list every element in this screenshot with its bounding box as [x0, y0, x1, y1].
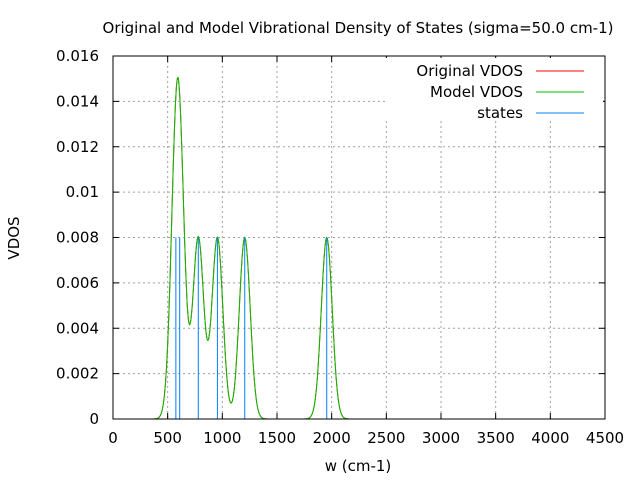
- x-tick-label: 1500: [258, 429, 296, 447]
- x-tick-label: 1000: [203, 429, 241, 447]
- y-tick-label: 0: [89, 410, 99, 428]
- x-tick-label: 2500: [367, 429, 405, 447]
- chart-title: Original and Model Vibrational Density o…: [103, 19, 614, 37]
- legend-label: states: [477, 104, 523, 122]
- y-tick-label: 0.006: [56, 274, 99, 292]
- x-axis-label: w (cm-1): [325, 457, 392, 475]
- y-tick-label: 0.01: [66, 183, 99, 201]
- x-tick-label: 500: [153, 429, 182, 447]
- x-tick-label: 0: [108, 429, 118, 447]
- legend: Original VDOS Model VDOS states: [385, 58, 603, 122]
- grid: [113, 56, 605, 419]
- ticks: 0 500 1000 1500 2000 2500 3000 3500 4000 4500 0 0.0…: [56, 47, 624, 447]
- x-tick-label: 2000: [313, 429, 351, 447]
- y-tick-label: 0.014: [56, 92, 99, 110]
- x-tick-label: 3500: [477, 429, 515, 447]
- y-tick-label: 0.016: [56, 47, 99, 65]
- original-vdos-line: [113, 77, 605, 420]
- y-tick-label: 0.002: [56, 365, 99, 383]
- y-tick-label: 0.008: [56, 229, 99, 247]
- data-marks: [113, 77, 605, 420]
- x-tick-label: 4000: [531, 429, 569, 447]
- x-tick-label: 3000: [422, 429, 460, 447]
- legend-label: Original VDOS: [416, 62, 523, 80]
- y-tick-label: 0.012: [56, 138, 99, 156]
- legend-label: Model VDOS: [430, 83, 523, 101]
- model-vdos-line: [113, 77, 605, 420]
- y-tick-label: 0.004: [56, 319, 99, 337]
- x-tick-label: 4500: [586, 429, 624, 447]
- y-axis-label: VDOS: [5, 216, 23, 259]
- legend-box: [385, 58, 603, 118]
